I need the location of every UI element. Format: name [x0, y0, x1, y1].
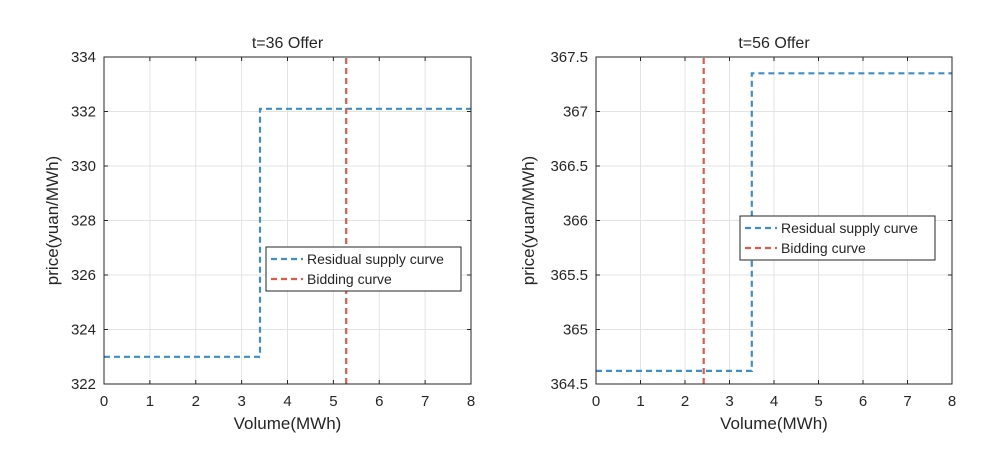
x-tick-label: 4 — [770, 393, 778, 410]
legend-box — [739, 215, 936, 261]
x-tick-label: 6 — [375, 393, 383, 410]
x-tick-label: 3 — [725, 393, 733, 410]
y-tick-label: 367 — [563, 104, 588, 121]
y-tick-label: 326 — [71, 267, 96, 284]
y-tick-label: 328 — [71, 213, 96, 230]
x-tick-label: 4 — [283, 393, 291, 410]
legend-label: Bidding curve — [781, 240, 866, 256]
legend-label: Residual supply curve — [307, 251, 444, 267]
x-tick-label: 0 — [592, 393, 600, 410]
y-axis-label: price(yuan/MWh) — [43, 156, 62, 285]
x-tick-label: 1 — [636, 393, 644, 410]
chart-1: 0 1 2 3 4 5 6 7 8 322 324 326 328 330 332 334 t=36 Offer… — [43, 35, 475, 433]
x-tick-label: 2 — [192, 393, 200, 410]
x-tick-label: 5 — [329, 393, 337, 410]
x-tick-label: 5 — [814, 393, 822, 410]
x-axis-label: Volume(MWh) — [720, 414, 828, 433]
y-tick-label: 365.5 — [550, 267, 588, 284]
x-tick-label: 6 — [859, 393, 867, 410]
x-tick-label: 0 — [100, 393, 108, 410]
x-tick-label: 7 — [421, 393, 429, 410]
residual-supply-curve-line — [104, 107, 471, 358]
legend: Residual supply curve Bidding curve — [739, 215, 936, 261]
x-tick-label: 7 — [903, 393, 911, 410]
x-tick-label: 3 — [237, 393, 245, 410]
chart-title: t=56 Offer — [738, 35, 810, 52]
y-tick-label: 324 — [71, 322, 96, 339]
x-tick-label: 8 — [467, 393, 475, 410]
legend-label: Residual supply curve — [781, 220, 918, 236]
legend-box — [265, 246, 462, 292]
y-tick-label: 330 — [71, 158, 96, 175]
x-tick-label: 2 — [681, 393, 689, 410]
y-tick-label: 322 — [71, 376, 96, 393]
x-tick-label: 1 — [146, 393, 154, 410]
y-tick-label: 332 — [71, 104, 96, 121]
x-tick-label: 8 — [948, 393, 956, 410]
chart-2: 0 1 2 3 4 5 6 7 8 364.5 365 365.5 366 366.5 367 367.5 t=… — [519, 35, 956, 433]
y-tick-label: 366 — [563, 213, 588, 230]
chart-title: t=36 Offer — [252, 35, 324, 52]
y-axis-label: price(yuan/MWh) — [519, 156, 538, 285]
legend-label: Bidding curve — [307, 271, 392, 287]
x-axis-label: Volume(MWh) — [234, 414, 342, 433]
y-tick-label: 366.5 — [550, 158, 588, 175]
legend: Residual supply curve Bidding curve — [265, 246, 462, 292]
y-tick-label: 365 — [563, 322, 588, 339]
y-tick-label: 364.5 — [550, 376, 588, 393]
y-tick-label: 367.5 — [550, 49, 588, 66]
y-tick-label: 334 — [71, 49, 96, 66]
